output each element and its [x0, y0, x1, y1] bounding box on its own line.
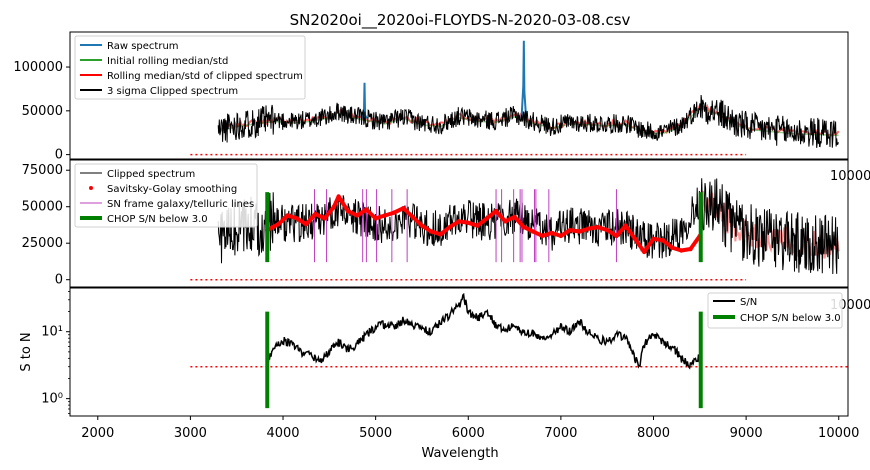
panel-top-stray-tick-label: 10000 — [830, 169, 870, 184]
savgol-point — [294, 216, 300, 221]
panel-top: 0 50000 100000 10000 Raw spectrum Initial … — [13, 31, 870, 184]
savgol-point — [466, 220, 471, 225]
savgol-point — [623, 223, 628, 228]
legend-raw-label: Raw spectrum — [107, 41, 179, 52]
savgol-point — [419, 223, 425, 228]
savgol-point — [373, 216, 378, 221]
clipped-spectrum-line — [217, 178, 839, 275]
panel-top-ytick-label: 50000 — [22, 104, 63, 119]
sn-line — [266, 292, 701, 370]
legend-lines-label: SN frame galaxy/telluric lines — [107, 199, 254, 210]
savgol-point — [438, 232, 443, 237]
panel-middle-ytick-label: 50000 — [22, 200, 63, 215]
savgol-point — [276, 222, 281, 227]
savgol-point — [331, 204, 337, 209]
panel-bottom-y-axis-label: S to N — [19, 332, 34, 371]
legend-sn-chop-label: CHOP S/N below 3.0 — [740, 313, 841, 324]
savgol-point — [586, 226, 591, 231]
legend-clipped-spectrum-label: Clipped spectrum — [107, 169, 195, 180]
savgol-point — [382, 213, 388, 218]
savgol-point — [447, 224, 452, 230]
xtick-label: 6000 — [452, 426, 485, 441]
savgol-point — [322, 216, 327, 221]
savgol-point — [475, 223, 480, 228]
savgol-point — [484, 216, 489, 221]
savgol-point — [660, 238, 665, 243]
panel-bottom-legend: S/N CHOP S/N below 3.0 — [707, 292, 843, 329]
savgol-point — [558, 233, 564, 239]
savgol-point — [577, 229, 582, 234]
savgol-point — [336, 194, 341, 199]
panel-middle-ytick-label: 0 — [55, 273, 63, 288]
savgol-point — [503, 219, 508, 224]
panel-middle-legend: Clipped spectrum Savitsky-Golay smoothin… — [74, 163, 258, 228]
legend-clipped-label: 3 sigma Clipped spectrum — [107, 86, 238, 97]
xtick-label: 4000 — [266, 426, 299, 441]
panel-bottom-ytick-label: 10⁰ — [41, 392, 63, 407]
legend-sn-label: S/N — [740, 297, 757, 308]
panel-middle-frame — [69, 159, 849, 288]
savgol-point — [521, 224, 527, 230]
savgol-point — [642, 249, 647, 255]
xtick-label: 8000 — [637, 426, 670, 441]
panel-top-legend: Raw spectrum Initial rolling median/std … — [74, 35, 306, 100]
panel-bottom: 10⁰ 10¹ 2000 3000 4000 5000 6000 7000 8000 9000 1… — [19, 287, 859, 461]
xtick-label: 3000 — [174, 426, 207, 441]
savgol-point — [456, 219, 462, 224]
xtick-label: 10000 — [818, 426, 859, 441]
panel-middle-ytick-label: 25000 — [22, 236, 63, 251]
panel-top-frame — [69, 31, 849, 160]
savgol-point — [540, 233, 545, 239]
x-axis-label: Wavelength — [421, 446, 498, 461]
savgol-point — [364, 207, 369, 212]
savgol-point — [303, 222, 309, 227]
savgol-point — [679, 248, 684, 253]
savgol-point — [401, 205, 406, 211]
savgol-point — [493, 208, 499, 214]
panel-bottom-ytick-label: 10¹ — [41, 325, 63, 340]
legend-chop-label: CHOP S/N below 3.0 — [107, 214, 208, 225]
savgol-point — [688, 246, 693, 252]
clipped-spectrum-line — [217, 94, 839, 148]
legend-savgol-swatch — [89, 186, 93, 190]
savgol-point — [391, 210, 397, 215]
panel-middle-ytick-label: 75000 — [22, 163, 63, 178]
legend-savgol-label: Savitsky-Golay smoothing — [107, 184, 237, 195]
xtick-label: 9000 — [730, 426, 763, 441]
savgol-point — [530, 229, 536, 234]
xtick-label: 7000 — [544, 426, 577, 441]
savgol-point — [410, 214, 415, 220]
xtick-label: 5000 — [359, 426, 392, 441]
panel-top-ytick-label: 0 — [55, 148, 63, 163]
savgol-point — [354, 213, 360, 218]
savgol-point — [595, 224, 601, 230]
savgol-point — [614, 233, 619, 239]
panel-middle: 0 25000 50000 75000 10000 Clipped spectrum … — [22, 159, 870, 313]
raw-spike — [520, 40, 528, 119]
savgol-point — [651, 236, 656, 242]
savgol-point — [285, 213, 290, 218]
savgol-point — [604, 227, 610, 233]
savgol-point — [345, 208, 351, 214]
savgol-point — [567, 227, 573, 233]
chart-title: SN2020oi__2020oi-FLOYDS-N-2020-03-08.csv — [290, 11, 631, 30]
legend-initial-label: Initial rolling median/std — [107, 56, 228, 67]
savgol-point — [632, 236, 638, 242]
legend-rolling-label: Rolling median/std of clipped spectrum — [107, 71, 303, 82]
panel-top-ytick-label: 100000 — [13, 60, 63, 75]
savgol-point — [669, 245, 675, 250]
savgol-point — [549, 230, 554, 236]
savgol-point — [512, 214, 517, 220]
savgol-point — [429, 229, 434, 234]
savgol-point — [313, 211, 318, 217]
xtick-label: 2000 — [81, 426, 114, 441]
